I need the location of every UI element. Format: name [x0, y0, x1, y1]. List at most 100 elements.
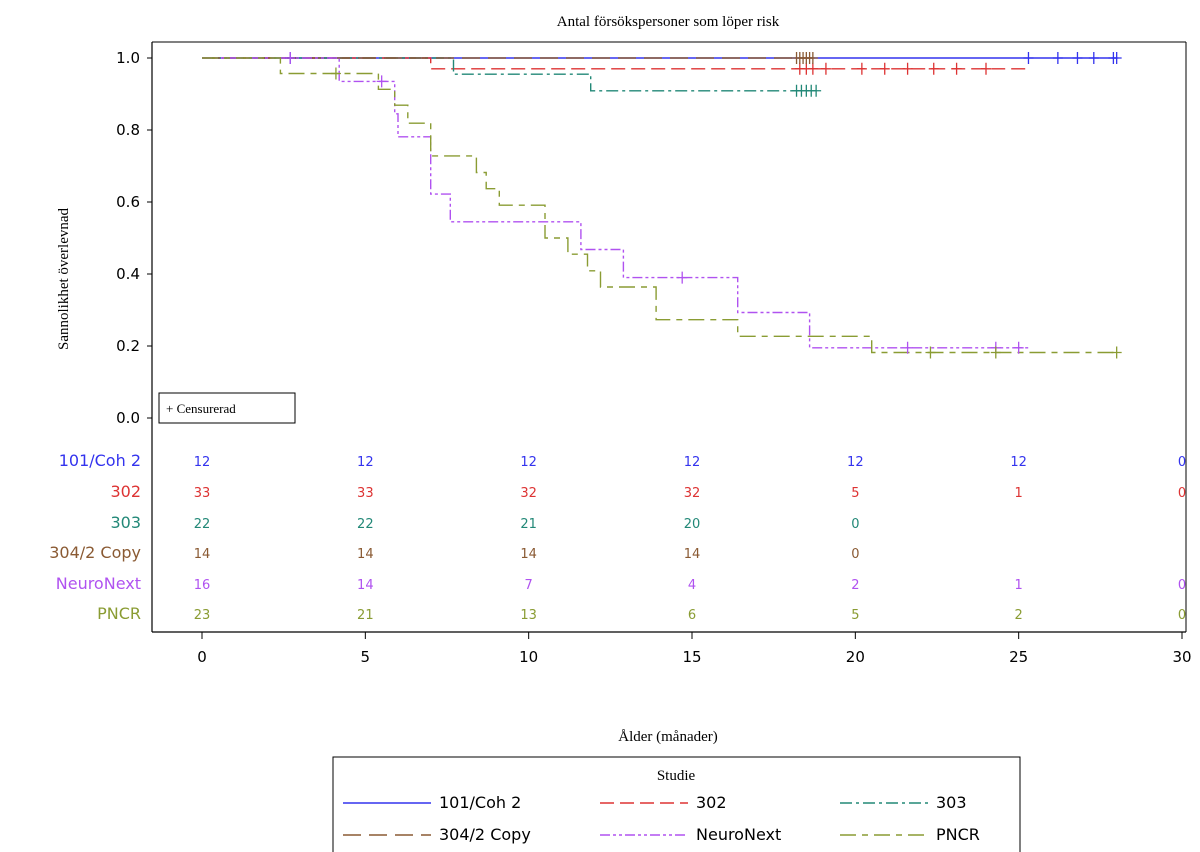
- y-tick-label: 0.2: [116, 337, 140, 355]
- censor-mark: [1088, 52, 1099, 64]
- censor-mark: [807, 52, 818, 64]
- at-risk-count: 1: [1015, 486, 1023, 501]
- censor-mark: [856, 62, 867, 75]
- curve-303: [202, 57, 813, 92]
- censor-mark: [951, 62, 962, 75]
- at-risk-count: 0: [851, 517, 859, 532]
- censor-mark: [330, 67, 341, 80]
- censor-mark: [820, 62, 831, 75]
- at-risk-count: 33: [357, 486, 374, 501]
- censor-mark: [990, 346, 1001, 359]
- legend-items: 101/Coh 2 302 303 304/2 Copy NeuroNext PNCR: [343, 793, 980, 844]
- curve-neuronext: [202, 57, 1029, 349]
- x-tick-label: 30: [1172, 648, 1191, 666]
- at-risk-count: 14: [520, 547, 537, 562]
- at-risk-count: 1: [1015, 578, 1023, 593]
- x-tick-label: 15: [682, 648, 701, 666]
- censor-mark: [902, 62, 913, 75]
- at-risk-row-label: 101/Coh 2: [59, 451, 141, 470]
- at-risk-count: 0: [1178, 578, 1186, 593]
- at-risk-count: 12: [684, 455, 701, 470]
- y-tick-label: 0.8: [116, 121, 140, 139]
- legend-label: 304/2 Copy: [439, 825, 531, 844]
- censor-mark: [1013, 341, 1024, 354]
- censor-mark: [981, 62, 991, 75]
- at-risk-count: 14: [357, 547, 374, 562]
- at-risk-count: 32: [520, 486, 537, 501]
- at-risk-count: 12: [520, 455, 537, 470]
- censor-mark: [928, 62, 939, 75]
- censor-mark: [902, 341, 913, 354]
- x-tick-label: 10: [519, 648, 538, 666]
- curve-pncr: [202, 57, 1117, 354]
- y-tick-label: 0.0: [116, 409, 140, 427]
- at-risk-count: 14: [357, 578, 374, 593]
- censor-mark: [1111, 52, 1122, 64]
- at-risk-count: 4: [688, 578, 696, 593]
- censor-mark: [1072, 52, 1083, 64]
- at-risk-count: 13: [520, 608, 537, 623]
- at-risk-count: 20: [684, 517, 701, 532]
- at-risk-row-label: NeuroNext: [56, 574, 141, 593]
- legend-label: PNCR: [936, 825, 980, 844]
- censor-note-box: + Censurerad: [158, 392, 296, 424]
- y-tick-label: 0.6: [116, 193, 140, 211]
- at-risk-count: 21: [520, 517, 537, 532]
- at-risk-count: 5: [851, 608, 859, 623]
- at-risk-row-label: 303: [110, 513, 141, 532]
- censor-markers: [285, 52, 1122, 359]
- censor-mark: [677, 271, 688, 284]
- x-tick-label: 25: [1009, 648, 1028, 666]
- censor-mark: [1111, 346, 1122, 359]
- censor-mark: [925, 346, 936, 359]
- y-axis-label: Sannolikhet överlevnad: [56, 207, 72, 350]
- at-risk-count: 6: [688, 608, 696, 623]
- x-axis-label: Ålder (månader): [618, 729, 718, 745]
- legend-label: NeuroNext: [696, 825, 781, 844]
- censor-mark: [811, 84, 822, 97]
- at-risk-count: 22: [357, 517, 374, 532]
- at-risk-count: 14: [684, 547, 701, 562]
- at-risk-count: 2: [1015, 608, 1023, 623]
- x-tick-label: 0: [197, 648, 207, 666]
- legend-label: 303: [936, 793, 967, 812]
- at-risk-row-label: PNCR: [97, 604, 141, 623]
- legend-title: Studie: [657, 768, 696, 784]
- at-risk-row-label: 302: [110, 482, 141, 501]
- at-risk-count: 0: [1178, 486, 1186, 501]
- censor-mark: [1052, 52, 1063, 64]
- x-tick-label: 20: [846, 648, 865, 666]
- at-risk-row-label: 304/2 Copy: [49, 543, 141, 562]
- at-risk-count: 0: [1178, 455, 1186, 470]
- curve-302: [202, 57, 1029, 70]
- at-risk-count: 16: [194, 578, 211, 593]
- y-tick-label: 1.0: [116, 49, 140, 67]
- censor-mark: [285, 52, 296, 64]
- at-risk-count: 12: [1010, 455, 1027, 470]
- at-risk-count: 12: [847, 455, 864, 470]
- at-risk-count: 32: [684, 486, 701, 501]
- legend-label: 101/Coh 2: [439, 793, 521, 812]
- survival-curves: [202, 57, 1117, 354]
- at-risk-count: 2: [851, 578, 859, 593]
- censor-mark: [376, 75, 387, 88]
- at-risk-count: 12: [357, 455, 374, 470]
- at-risk-count: 23: [194, 608, 211, 623]
- at-risk-count: 21: [357, 608, 374, 623]
- censor-mark: [1023, 52, 1034, 64]
- at-risk-count: 0: [1178, 608, 1186, 623]
- censor-note-label: + Censurerad: [166, 401, 236, 416]
- at-risk-count: 5: [851, 486, 859, 501]
- y-tick-label: 0.4: [116, 265, 140, 283]
- at-risk-count: 7: [525, 578, 533, 593]
- legend-label: 302: [696, 793, 727, 812]
- censor-mark: [807, 62, 818, 75]
- censor-mark: [879, 62, 890, 75]
- at-risk-count: 0: [851, 547, 859, 562]
- at-risk-count: 12: [194, 455, 211, 470]
- chart-title: Antal försökspersoner som löper risk: [557, 14, 780, 30]
- at-risk-count: 33: [194, 486, 211, 501]
- legend: Studie 101/Coh 2 302 303 304/2 Copy NeuroNex…: [332, 756, 1021, 852]
- at-risk-count: 22: [194, 517, 211, 532]
